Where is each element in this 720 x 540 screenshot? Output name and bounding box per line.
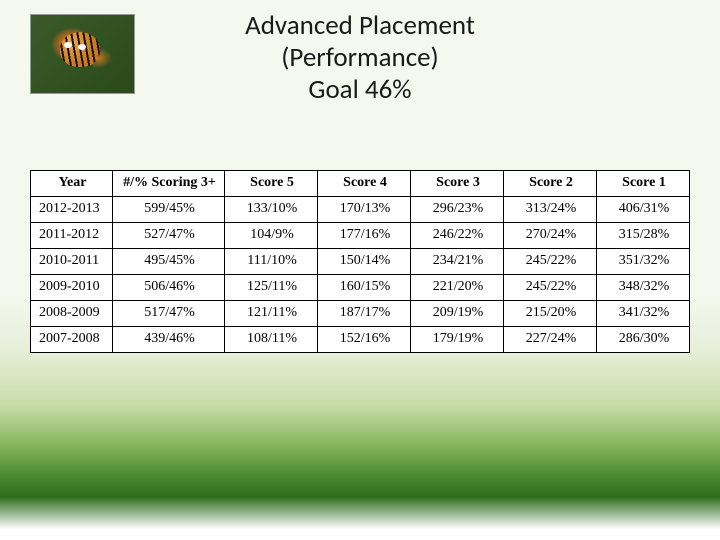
col-header: Score 3 [411,171,504,197]
year-cell: 2012-2013 [31,197,113,223]
table-row: 2009-2010506/46%125/11%160/15%221/20%245… [31,275,690,301]
value-cell: 506/46% [113,275,225,301]
value-cell: 296/23% [411,197,504,223]
col-header: Score 1 [597,171,690,197]
value-cell: 517/47% [113,301,225,327]
value-cell: 133/10% [225,197,318,223]
table-row: 2010-2011495/45%111/10%150/14%234/21%245… [31,249,690,275]
value-cell: 234/21% [411,249,504,275]
col-header: Score 4 [318,171,411,197]
slide-title: Advanced Placement (Performance) Goal 46… [0,10,720,106]
value-cell: 351/32% [597,249,690,275]
value-cell: 406/31% [597,197,690,223]
col-header: Score 5 [225,171,318,197]
value-cell: 150/14% [318,249,411,275]
value-cell: 152/16% [318,327,411,353]
value-cell: 170/13% [318,197,411,223]
value-cell: 125/11% [225,275,318,301]
col-header: #/% Scoring 3+ [113,171,225,197]
value-cell: 160/15% [318,275,411,301]
value-cell: 179/19% [411,327,504,353]
value-cell: 104/9% [225,223,318,249]
year-cell: 2010-2011 [31,249,113,275]
title-line-1: Advanced Placement [0,10,720,42]
value-cell: 121/11% [225,301,318,327]
value-cell: 221/20% [411,275,504,301]
table-row: 2012-2013599/45%133/10%170/13%296/23%313… [31,197,690,223]
value-cell: 286/30% [597,327,690,353]
value-cell: 215/20% [504,301,597,327]
col-header: Score 2 [504,171,597,197]
table-row: 2011-2012527/47%104/9%177/16%246/22%270/… [31,223,690,249]
year-cell: 2009-2010 [31,275,113,301]
table-row: 2007-2008439/46%108/11%152/16%179/19%227… [31,327,690,353]
value-cell: 315/28% [597,223,690,249]
value-cell: 341/32% [597,301,690,327]
table-row: 2008-2009517/47%121/11%187/17%209/19%215… [31,301,690,327]
value-cell: 245/22% [504,275,597,301]
value-cell: 187/17% [318,301,411,327]
year-cell: 2011-2012 [31,223,113,249]
value-cell: 599/45% [113,197,225,223]
value-cell: 111/10% [225,249,318,275]
year-cell: 2008-2009 [31,301,113,327]
title-line-2: (Performance) [0,42,720,74]
value-cell: 227/24% [504,327,597,353]
value-cell: 439/46% [113,327,225,353]
value-cell: 177/16% [318,223,411,249]
value-cell: 270/24% [504,223,597,249]
ap-performance-table: Year#/% Scoring 3+Score 5Score 4Score 3S… [30,170,690,353]
title-line-3: Goal 46% [0,74,720,106]
year-cell: 2007-2008 [31,327,113,353]
value-cell: 209/19% [411,301,504,327]
value-cell: 108/11% [225,327,318,353]
col-header: Year [31,171,113,197]
table-header-row: Year#/% Scoring 3+Score 5Score 4Score 3S… [31,171,690,197]
data-table: Year#/% Scoring 3+Score 5Score 4Score 3S… [30,170,690,353]
value-cell: 527/47% [113,223,225,249]
value-cell: 246/22% [411,223,504,249]
value-cell: 245/22% [504,249,597,275]
value-cell: 313/24% [504,197,597,223]
value-cell: 348/32% [597,275,690,301]
value-cell: 495/45% [113,249,225,275]
